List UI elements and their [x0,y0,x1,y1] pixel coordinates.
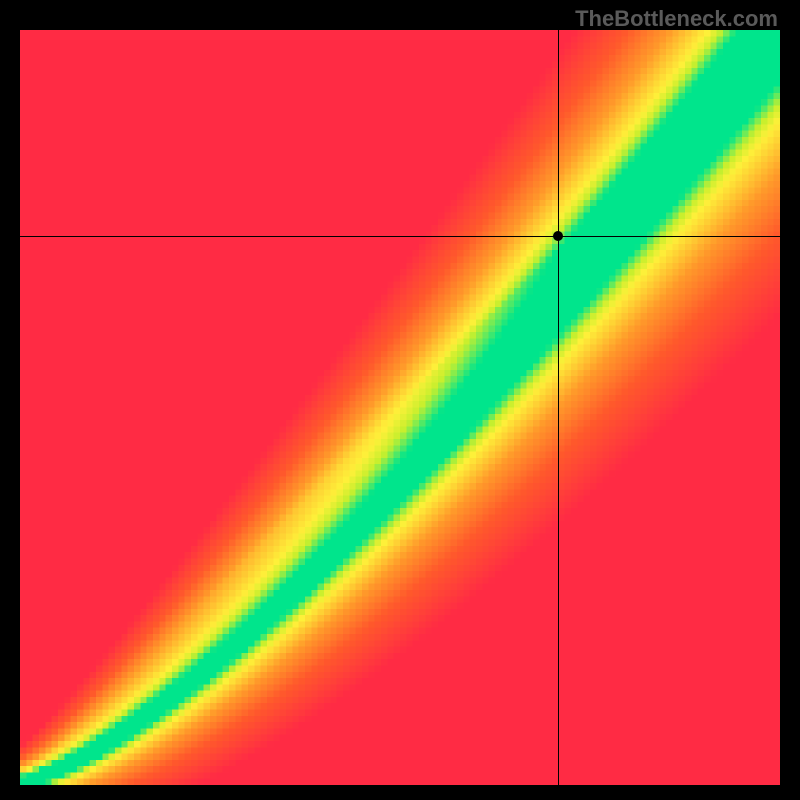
crosshair-marker [553,231,563,241]
crosshair-horizontal [20,236,780,237]
heatmap-canvas [20,30,780,785]
bottleneck-heatmap [20,30,780,785]
watermark: TheBottleneck.com [575,6,778,32]
crosshair-vertical [558,30,559,785]
